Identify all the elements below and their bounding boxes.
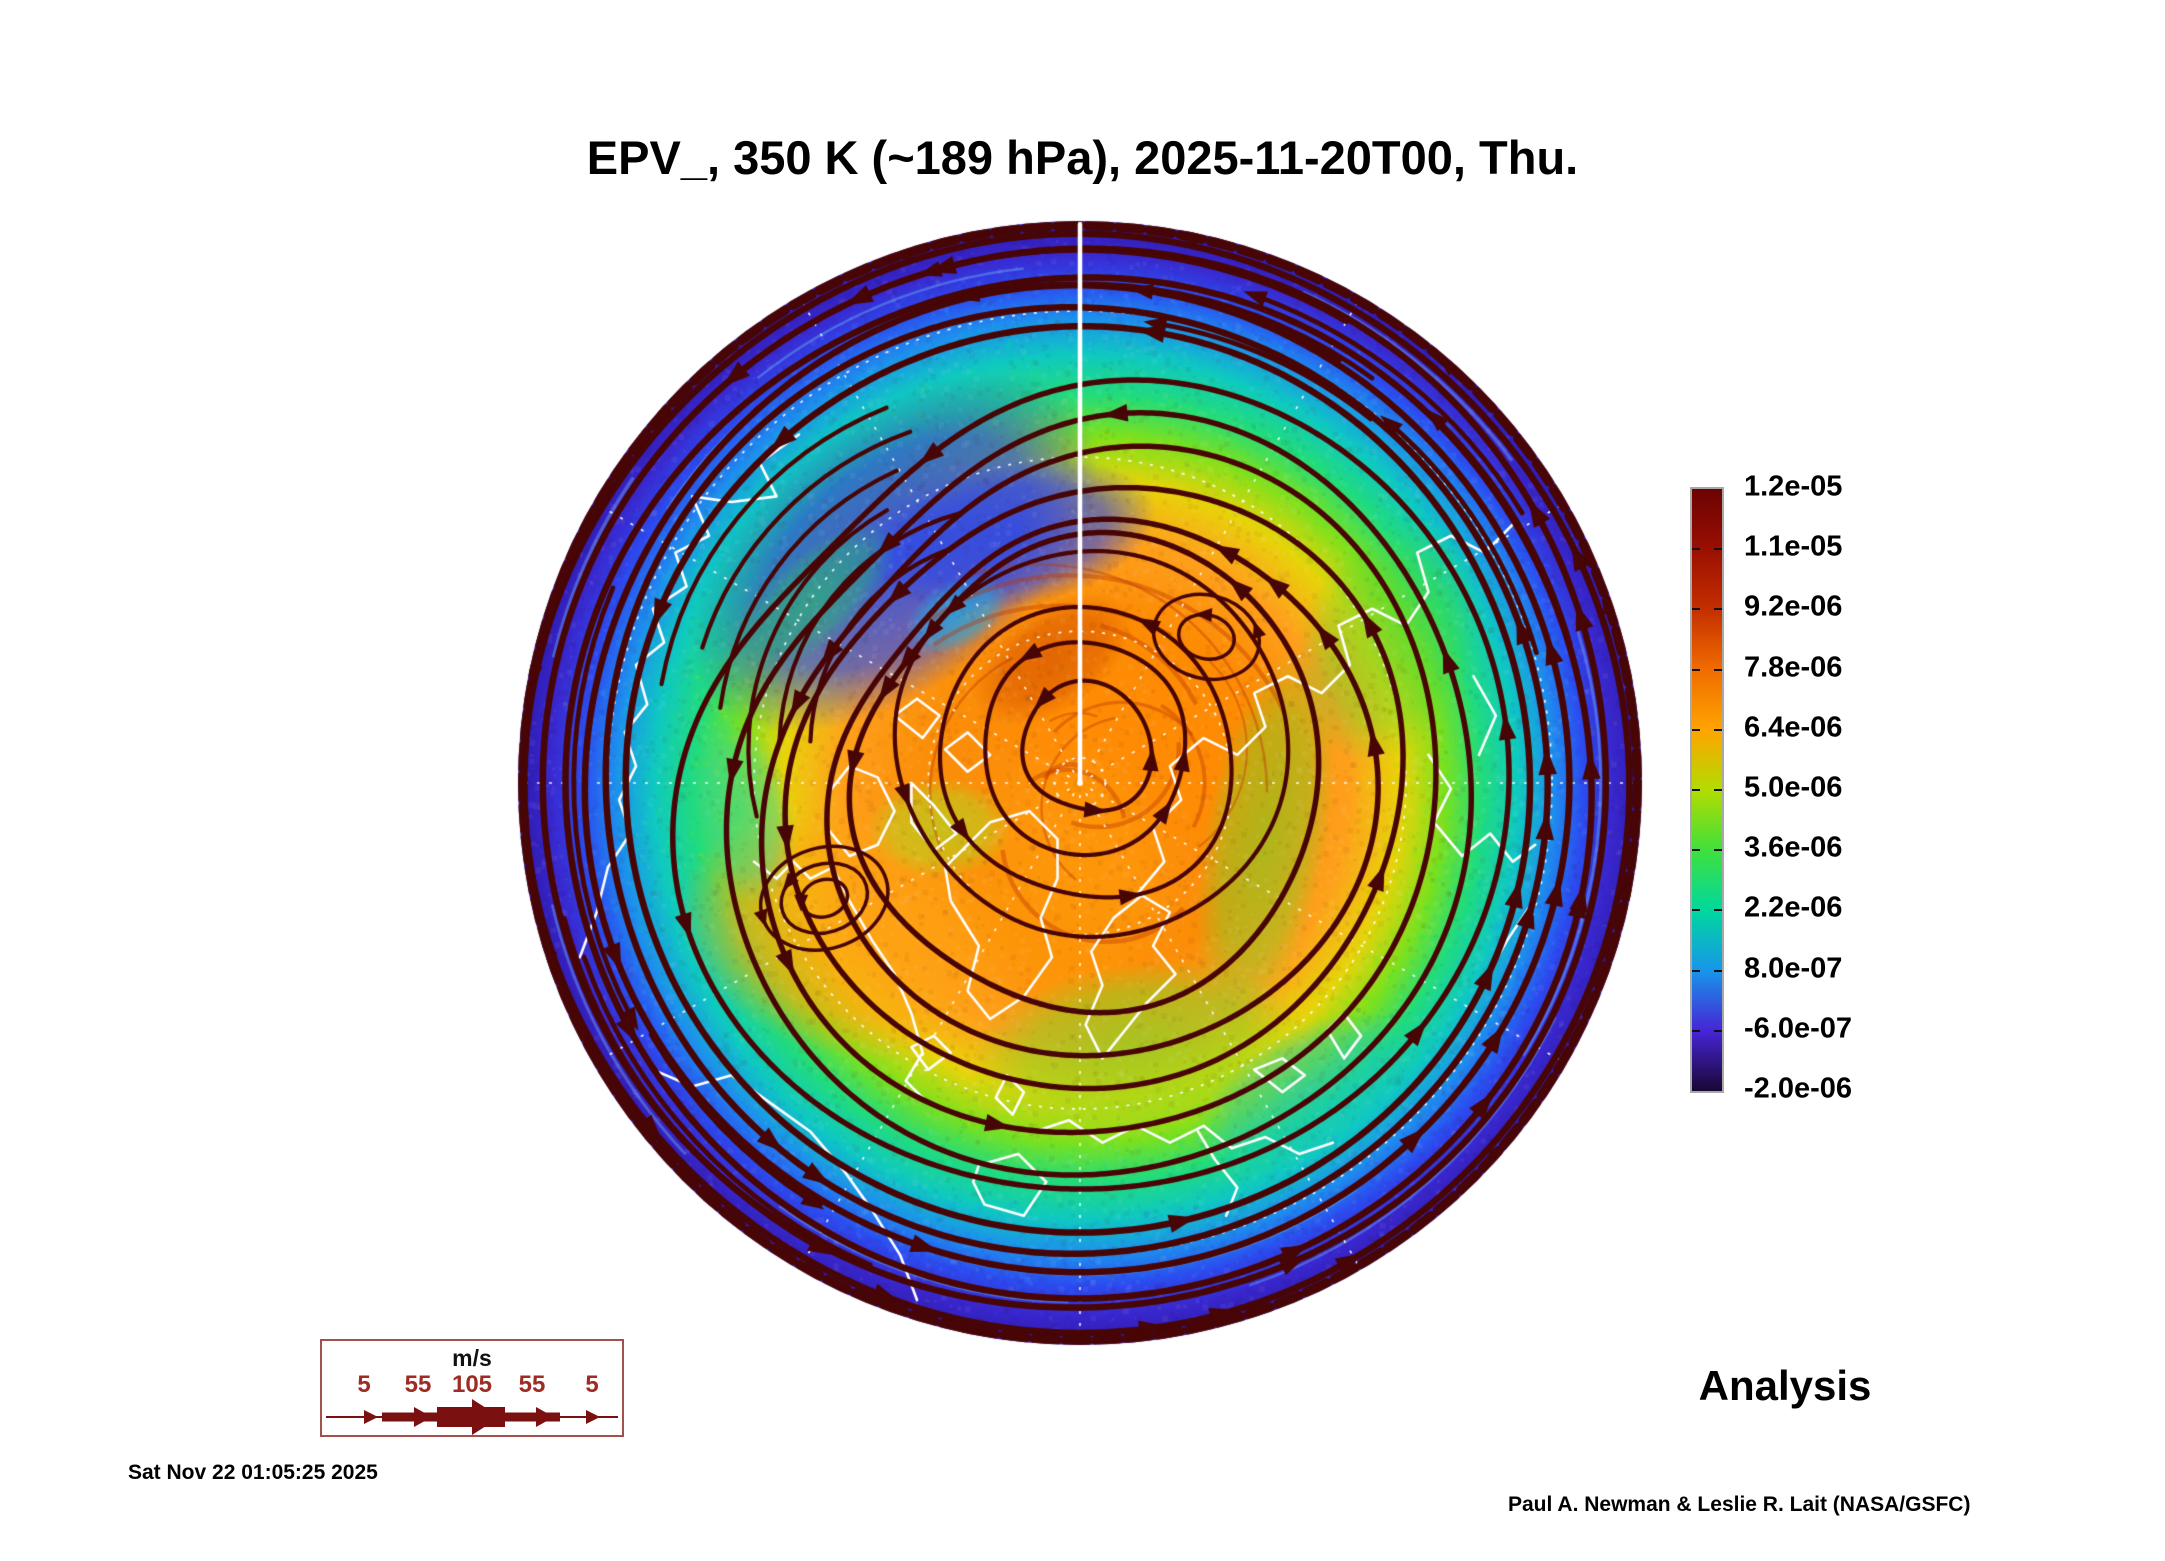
wind-speed-legend: m/s 5 55 105 55 5: [320, 1339, 624, 1437]
colorbar-tick-label: -6.0e-07: [1744, 1012, 1853, 1045]
colorbar-tick-label: 3.6e-06: [1744, 831, 1843, 864]
epv-colorbar: [1690, 487, 1724, 1093]
page-title: EPV_, 350 K (~189 hPa), 2025-11-20T00, T…: [586, 131, 1579, 184]
colorbar-tick-label: 2.2e-06: [1744, 891, 1843, 924]
colorbar-tick-label: 5.0e-06: [1744, 771, 1843, 804]
wind-speed-values: 5 55 105 55 5: [322, 1371, 622, 1398]
wind-value-5-right: 5: [585, 1371, 599, 1398]
colorbar-tick-label: 7.8e-06: [1744, 651, 1843, 684]
wind-value-5-left: 5: [357, 1371, 371, 1398]
colorbar-tick-label: -2.0e-06: [1744, 1072, 1853, 1105]
colorbar-tick-label: 6.4e-06: [1744, 711, 1843, 744]
colorbar-labels: 1.2e-05 1.1e-05 9.2e-06 7.8e-06 6.4e-06 5.0e-…: [1744, 471, 1964, 1105]
authors-credit: Paul A. Newman & Leslie R. Lait (NASA/GS…: [1508, 1493, 1971, 1516]
wind-value-55-right: 55: [518, 1371, 546, 1398]
colorbar-tick-label: 1.1e-05: [1744, 530, 1843, 563]
wind-value-55-left: 55: [404, 1371, 432, 1398]
plot-creation-timestamp: Sat Nov 22 01:05:25 2025: [128, 1461, 378, 1484]
colorbar-tick-label: 8.0e-07: [1744, 952, 1843, 985]
analysis-run-label: Analysis: [1698, 1362, 1872, 1409]
colorbar-tick-label: 9.2e-06: [1744, 590, 1843, 623]
wind-speed-arrow-glyph: [326, 1399, 618, 1435]
wind-value-105: 105: [451, 1371, 493, 1398]
wind-units-label: m/s: [452, 1345, 492, 1371]
colorbar-tick-label: 1.2e-05: [1744, 470, 1843, 503]
